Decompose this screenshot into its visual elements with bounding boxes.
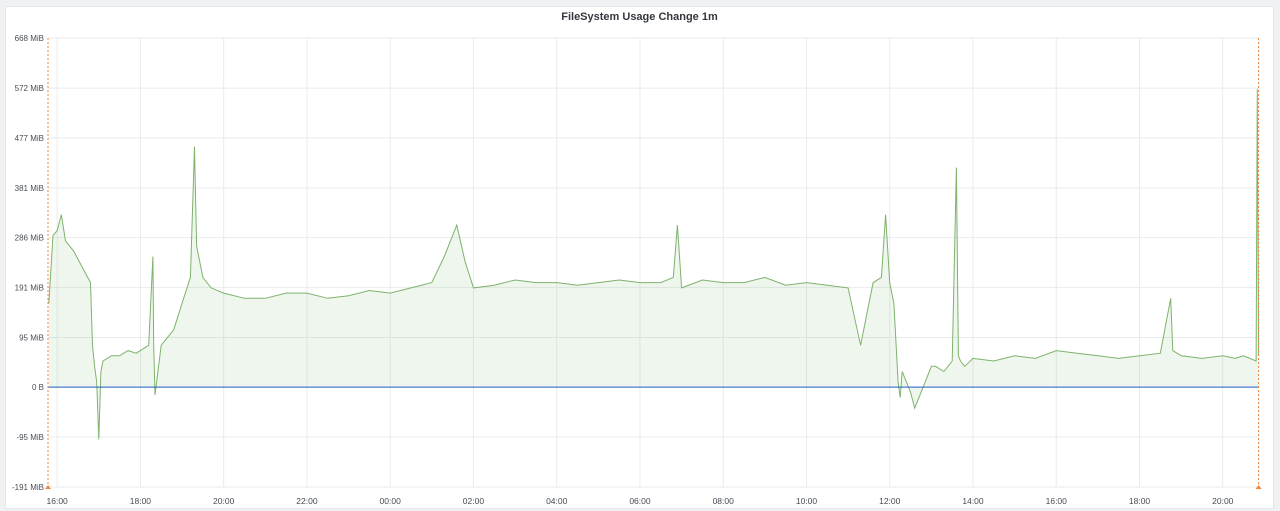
y-tick-label: 477 MiB [15,134,44,143]
y-tick-label: 381 MiB [15,184,44,193]
x-tick-label: 18:00 [1129,496,1151,506]
graph-panel: FileSystem Usage Change 1m 668 MiB 572 Mi… [5,6,1274,509]
x-tick-label: 18:00 [130,496,152,506]
x-tick-label: 16:00 [47,496,69,506]
x-tick-label: 14:00 [962,496,984,506]
y-tick-label: 191 MiB [15,283,44,292]
y-tick-label: 95 MiB [19,334,44,343]
y-tick-label: -95 MiB [16,433,44,442]
x-tick-label: 00:00 [380,496,402,506]
x-tick-label: 06:00 [629,496,651,506]
x-tick-label: 04:00 [546,496,568,506]
x-tick-label: 12:00 [879,496,901,506]
y-tick-label: 286 MiB [15,234,44,243]
x-tick-label: 22:00 [296,496,318,506]
panel-title[interactable]: FileSystem Usage Change 1m [561,11,718,23]
y-tick-label: 0 B [32,383,44,392]
x-tick-label: 20:00 [1212,496,1234,506]
series-area [48,89,1259,440]
x-tick-label: 02:00 [463,496,485,506]
y-tick-label: 668 MiB [15,34,44,43]
x-tick-label: 08:00 [713,496,735,506]
x-tick-label: 20:00 [213,496,235,506]
annotation-marker-icon [1255,485,1262,489]
x-tick-label: 16:00 [1046,496,1068,506]
chart-svg[interactable]: 668 MiB 572 MiB 477 MiB 381 MiB 286 MiB 191 M… [6,7,1275,510]
y-tick-label: -191 MiB [12,483,44,492]
annotation-marker-icon [45,485,51,489]
x-tick-label: 10:00 [796,496,818,506]
series-line [48,89,1260,440]
y-tick-label: 572 MiB [15,84,44,93]
